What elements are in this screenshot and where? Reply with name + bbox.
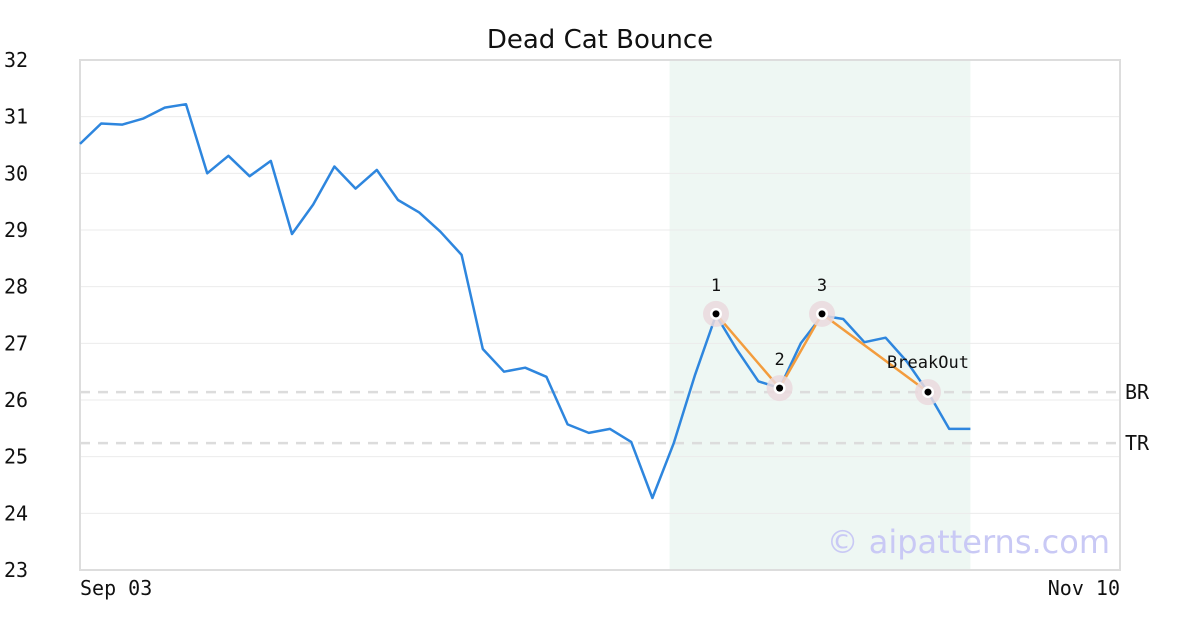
y-tick-label: 26	[4, 388, 28, 412]
y-tick-label: 32	[4, 48, 28, 72]
pattern-line	[715, 312, 929, 394]
y-tick-label: 31	[4, 105, 28, 129]
pattern-point-dot	[776, 384, 784, 392]
x-tick-label: Nov 10	[1048, 576, 1120, 600]
pattern-point-label: BreakOut	[887, 353, 969, 373]
level-lines: BR TR	[80, 380, 1150, 455]
pattern-point-dot	[712, 310, 720, 318]
level-label-tr: TR	[1125, 431, 1150, 455]
watermark: © aipatterns.com	[827, 523, 1110, 561]
plot-frame	[79, 59, 1121, 571]
chart-title: Dead Cat Bounce	[487, 25, 713, 55]
pattern-point-dot	[818, 310, 826, 318]
pattern-overlay: 1 2 3 BreakOut	[703, 276, 969, 406]
pattern-point-label: 3	[817, 276, 827, 296]
pattern-point-label: 1	[711, 276, 721, 296]
level-label-br: BR	[1125, 380, 1150, 404]
gridlines	[80, 116, 1120, 514]
y-tick-label: 24	[4, 501, 28, 525]
x-axis-ticks: Sep 03 Nov 10	[80, 576, 1120, 600]
y-tick-label: 28	[4, 275, 28, 299]
y-tick-label: 29	[4, 218, 28, 242]
y-tick-label: 30	[4, 161, 28, 185]
pattern-point-dot	[924, 388, 932, 396]
y-axis-ticks: 23 24 25 26 27 28 29 30 31 32	[4, 48, 28, 582]
pattern-point-label: 2	[774, 350, 784, 370]
y-tick-label: 23	[4, 558, 28, 582]
x-tick-label: Sep 03	[80, 576, 152, 600]
y-tick-label: 27	[4, 331, 28, 355]
y-tick-label: 25	[4, 445, 28, 469]
